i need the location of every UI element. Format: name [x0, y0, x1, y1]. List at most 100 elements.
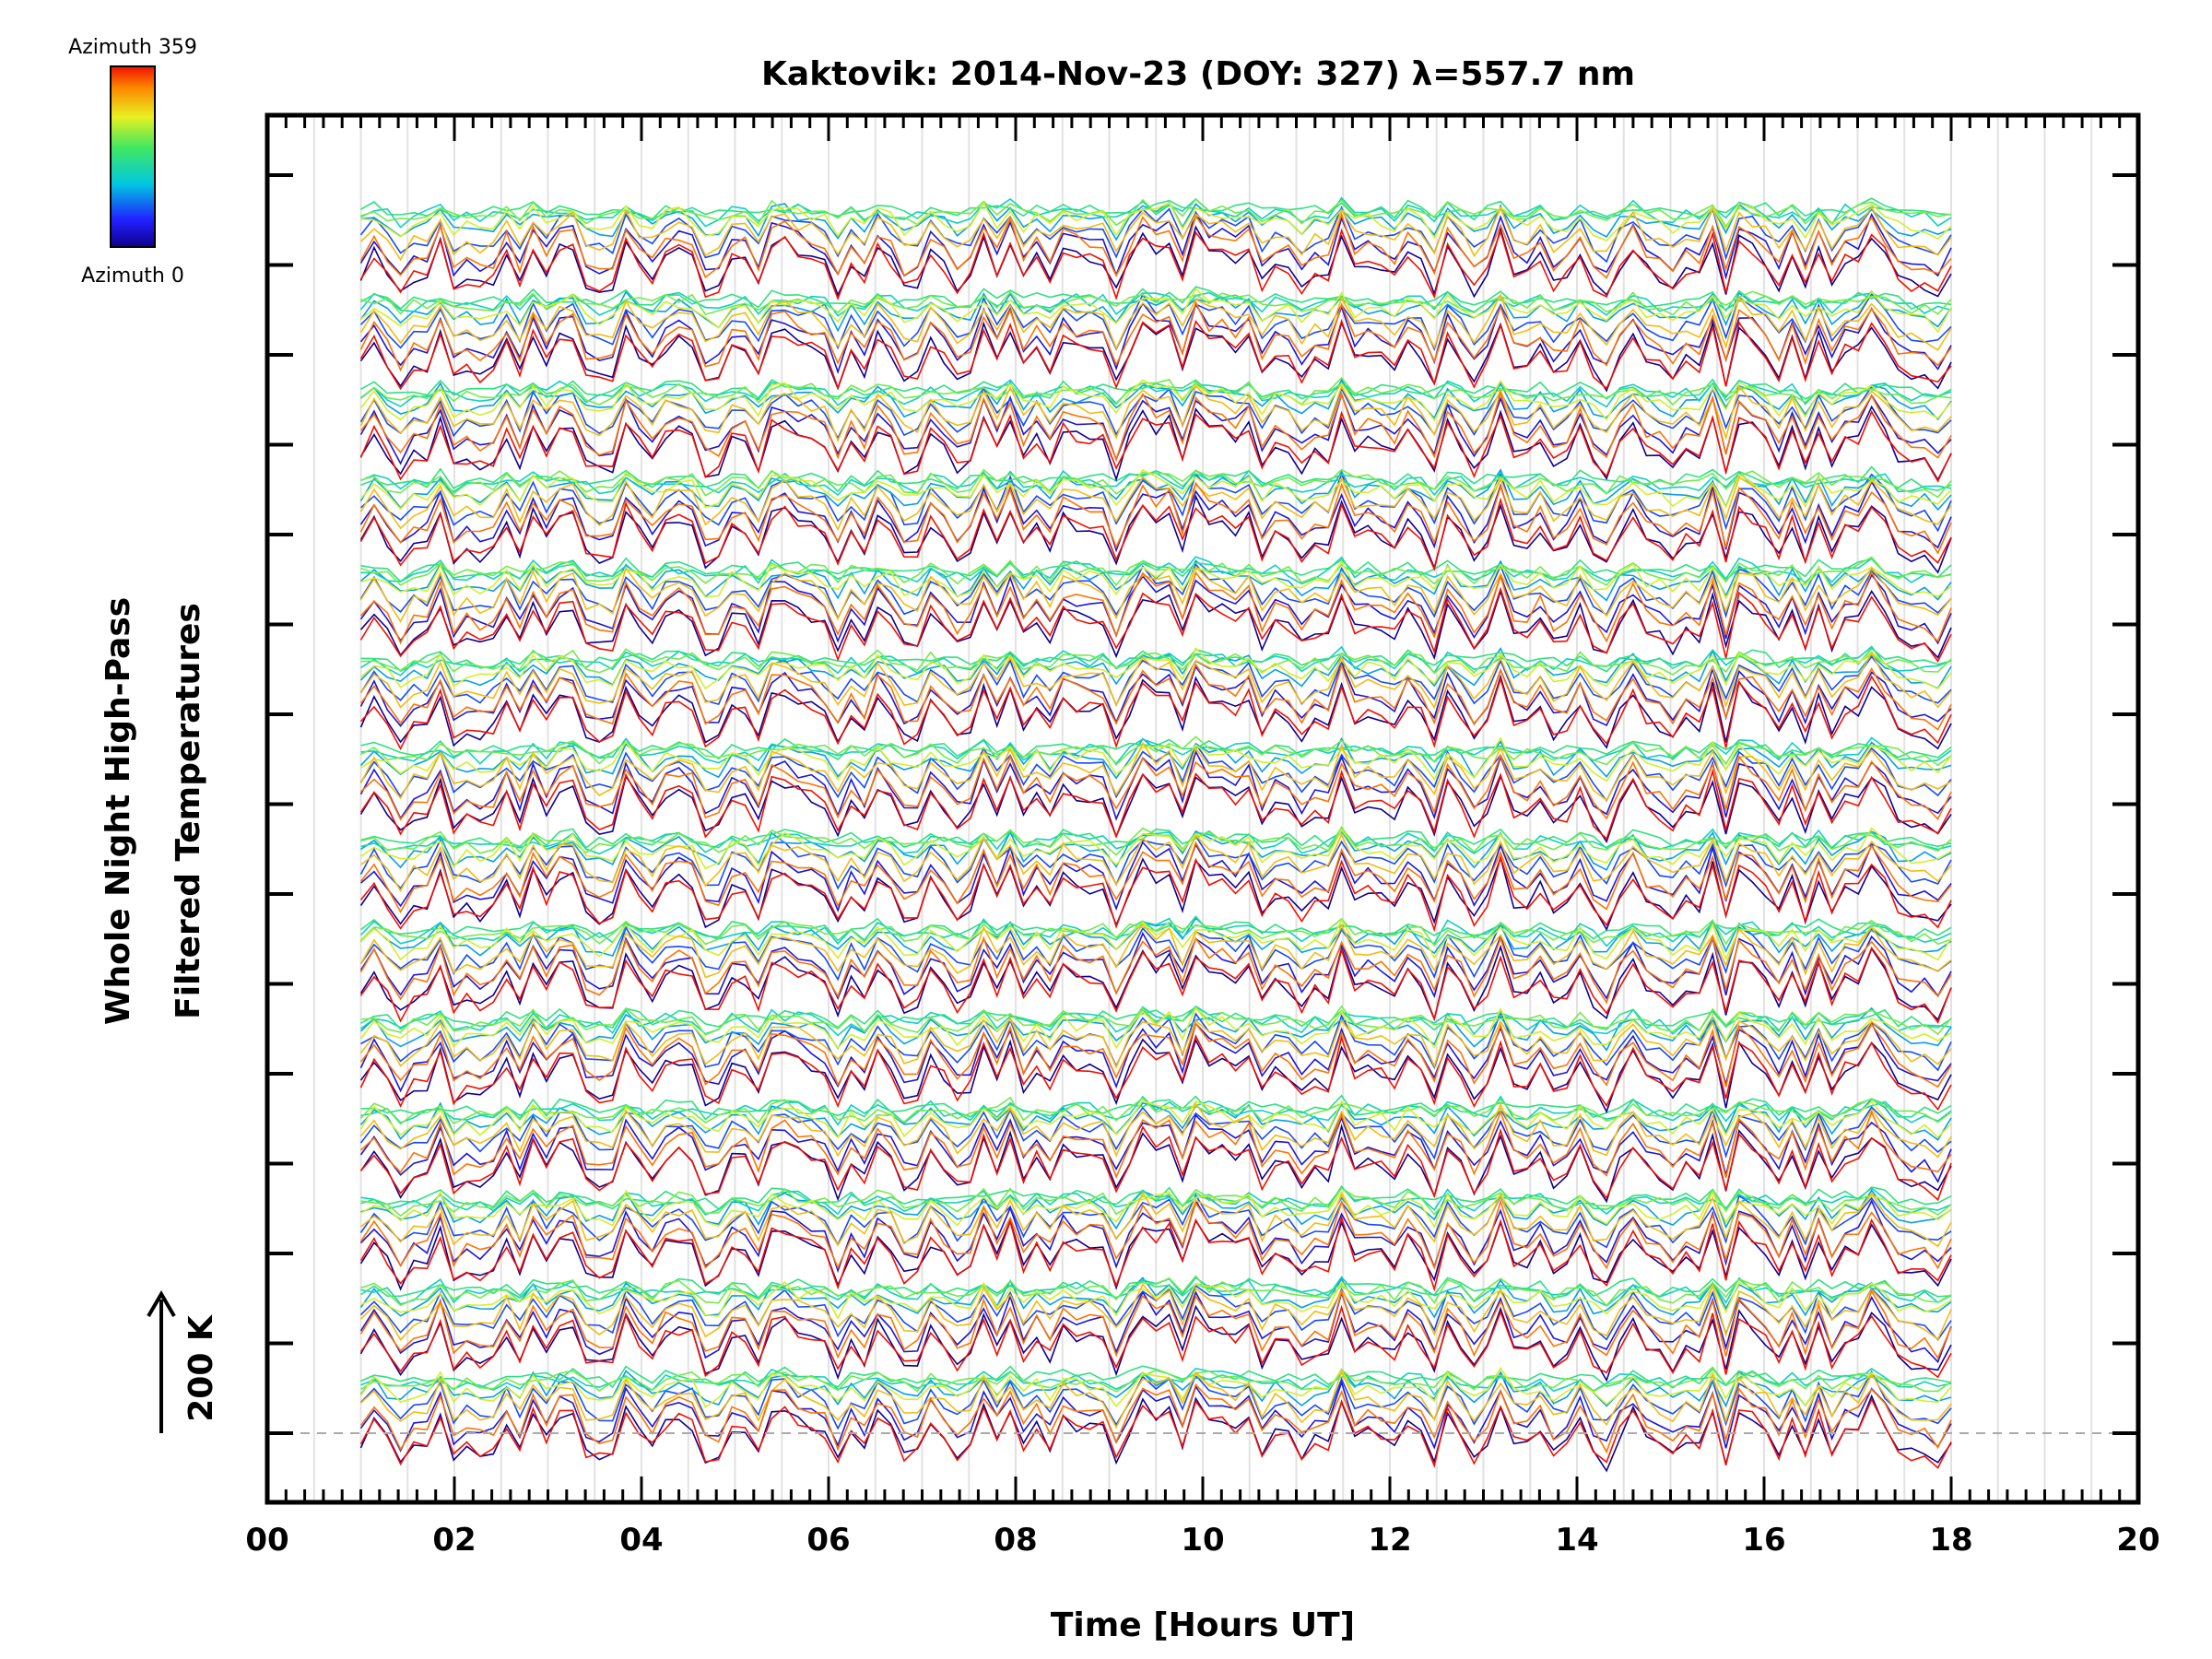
series-line	[359, 1016, 1952, 1069]
series-line	[359, 1101, 1952, 1159]
series-line	[359, 931, 1952, 1000]
series-line	[360, 1367, 1952, 1396]
y-axis-label-line1: Whole Night High-Pass	[100, 597, 137, 1025]
series-line	[359, 289, 1952, 333]
series-line	[360, 201, 1952, 241]
series-line	[360, 1280, 1952, 1321]
colorbar-bottom-label: Azimuth 0	[81, 265, 184, 288]
series-line	[359, 565, 1952, 623]
series-line	[360, 736, 1952, 782]
series-line	[359, 225, 1952, 299]
y-axis-label-line2: Filtered Temperatures	[170, 603, 207, 1019]
series-line	[359, 494, 1952, 574]
series-line	[360, 828, 1952, 855]
series-line	[360, 648, 1952, 676]
series-line	[359, 1096, 1952, 1125]
series-line	[359, 1110, 1952, 1180]
series-line	[359, 570, 1952, 645]
x-tick-label: 10	[1181, 1522, 1224, 1559]
series-line	[359, 300, 1952, 372]
series-line	[359, 741, 1952, 802]
series-line	[359, 1382, 1952, 1454]
series-line	[360, 286, 1952, 312]
series-line	[360, 827, 1952, 870]
series-line	[359, 228, 1952, 301]
series-line	[360, 1005, 1952, 1036]
series-line	[359, 944, 1952, 1022]
series-line	[359, 1021, 1952, 1088]
series-line	[360, 1191, 1952, 1248]
series-line	[359, 1397, 1952, 1469]
x-tick-label: 12	[1368, 1522, 1411, 1559]
series-line	[359, 841, 1952, 913]
series-line	[359, 1277, 1952, 1319]
series-line	[359, 675, 1952, 751]
series-line	[359, 318, 1952, 391]
series-line	[359, 674, 1952, 750]
series-line	[359, 1214, 1952, 1292]
series-line	[360, 465, 1952, 493]
series-line	[359, 946, 1952, 1024]
series-line	[359, 320, 1952, 393]
series-line	[360, 1277, 1952, 1301]
scale-bar: 200 K	[147, 1290, 220, 1433]
x-tick-label: 02	[432, 1522, 476, 1559]
series-line	[359, 834, 1952, 890]
series-line	[359, 1021, 1952, 1093]
series-line	[359, 390, 1952, 462]
series-line	[359, 409, 1952, 483]
series-line	[359, 210, 1952, 280]
scale-bar-arrow-icon	[147, 1290, 176, 1318]
series-line	[359, 292, 1952, 351]
axis-ticks	[265, 115, 2140, 1502]
series-line	[359, 1198, 1952, 1270]
series-line	[360, 915, 1952, 942]
series-line	[360, 1189, 1952, 1229]
series-line	[359, 768, 1952, 841]
series-line	[359, 918, 1952, 961]
x-tick-label: 20	[2116, 1522, 2159, 1559]
colorbar	[110, 65, 156, 248]
series-line	[360, 1186, 1952, 1211]
series-line	[359, 481, 1952, 555]
series-line	[360, 1005, 1952, 1037]
chart-title: Kaktovik: 2014-Nov-23 (DOY: 327) λ=557.7…	[761, 55, 1635, 93]
series-line	[359, 1006, 1952, 1052]
series-line	[360, 201, 1952, 241]
series-line	[360, 1187, 1952, 1218]
series-line	[360, 468, 1952, 499]
series-line	[359, 647, 1952, 690]
x-axis-label: Time [Hours UT]	[1051, 1606, 1355, 1644]
y-axis-label: Whole Night High-Pass Filtered Temperatu…	[100, 597, 207, 1025]
series-line	[360, 290, 1952, 316]
series-line	[359, 559, 1952, 602]
series-line	[359, 1033, 1952, 1112]
series-line	[359, 1283, 1952, 1341]
x-tick-label: 14	[1555, 1522, 1598, 1559]
series-line	[359, 1290, 1952, 1364]
series-line	[359, 917, 1952, 947]
scale-bar-label: 200 K	[182, 1314, 220, 1422]
series-line	[359, 1394, 1952, 1473]
series-line	[359, 468, 1952, 511]
series-line	[359, 917, 1952, 958]
series-line	[359, 1100, 1952, 1139]
series-line	[359, 1198, 1952, 1274]
series-line	[359, 1370, 1952, 1430]
series-line	[359, 376, 1952, 406]
series-line	[359, 384, 1952, 443]
series-line	[359, 206, 1952, 262]
colorbar-top-label: Azimuth 359	[68, 36, 197, 59]
series-line	[359, 1366, 1952, 1408]
series-line	[359, 753, 1952, 821]
series-line	[359, 212, 1952, 279]
series-line	[359, 651, 1952, 710]
x-tick-label: 16	[1742, 1522, 1785, 1559]
series-line	[359, 923, 1952, 979]
series-line	[359, 1304, 1952, 1379]
series-line	[360, 557, 1952, 583]
series-lines	[359, 196, 1952, 1473]
series-line	[360, 827, 1952, 853]
series-line	[359, 497, 1952, 571]
